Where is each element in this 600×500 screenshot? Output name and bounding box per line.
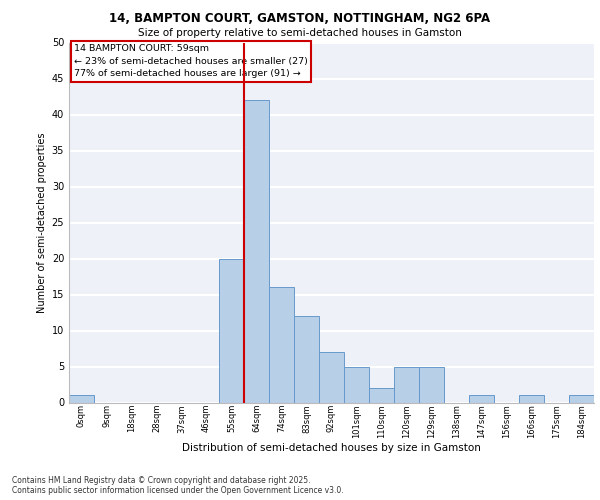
X-axis label: Distribution of semi-detached houses by size in Gamston: Distribution of semi-detached houses by … bbox=[182, 444, 481, 454]
Bar bbox=[219, 258, 244, 402]
Bar bbox=[369, 388, 394, 402]
Bar bbox=[344, 366, 369, 402]
Bar bbox=[419, 366, 444, 402]
Text: 14, BAMPTON COURT, GAMSTON, NOTTINGHAM, NG2 6PA: 14, BAMPTON COURT, GAMSTON, NOTTINGHAM, … bbox=[109, 12, 491, 26]
Text: Size of property relative to semi-detached houses in Gamston: Size of property relative to semi-detach… bbox=[138, 28, 462, 38]
Bar bbox=[69, 396, 94, 402]
Bar bbox=[244, 100, 269, 402]
Bar bbox=[319, 352, 344, 403]
Bar bbox=[519, 396, 544, 402]
Text: Contains HM Land Registry data © Crown copyright and database right 2025.
Contai: Contains HM Land Registry data © Crown c… bbox=[12, 476, 344, 495]
Bar bbox=[469, 396, 494, 402]
Bar bbox=[569, 396, 594, 402]
Y-axis label: Number of semi-detached properties: Number of semi-detached properties bbox=[37, 132, 47, 313]
Text: 14 BAMPTON COURT: 59sqm
← 23% of semi-detached houses are smaller (27)
77% of se: 14 BAMPTON COURT: 59sqm ← 23% of semi-de… bbox=[74, 44, 308, 78]
Bar bbox=[269, 288, 294, 403]
Bar bbox=[394, 366, 419, 402]
Bar bbox=[294, 316, 319, 402]
